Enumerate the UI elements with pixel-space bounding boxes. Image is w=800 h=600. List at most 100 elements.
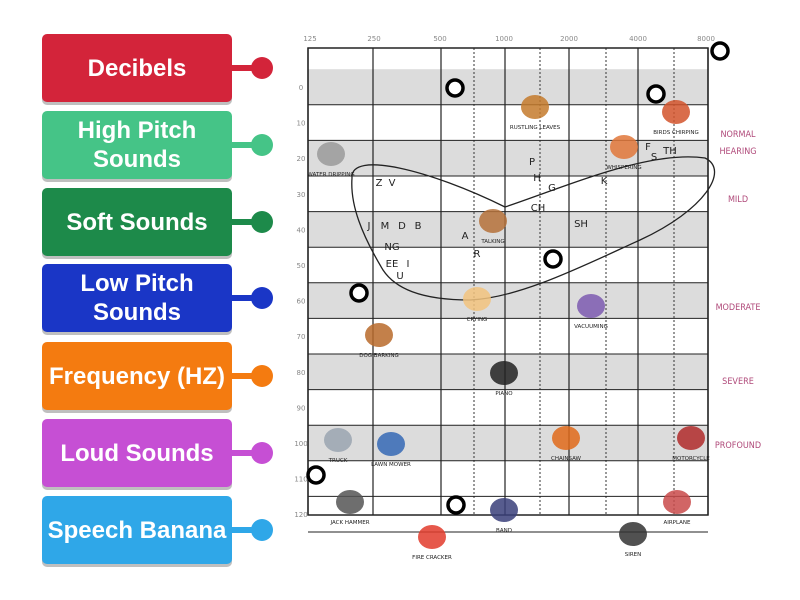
tile-anchor xyxy=(251,287,273,309)
frequency-label: 250 xyxy=(367,35,380,43)
sound-icon xyxy=(577,294,605,318)
sound-label: JACK HAMMER xyxy=(329,520,369,526)
speech-sound: D xyxy=(398,221,406,232)
drop-target[interactable] xyxy=(445,78,465,98)
decibel-label: 110 xyxy=(294,476,307,484)
drop-target[interactable] xyxy=(543,249,563,269)
decibel-label: 20 xyxy=(297,155,306,163)
hearing-level: MILD xyxy=(727,195,749,205)
drop-target[interactable] xyxy=(710,41,730,61)
tile-connector xyxy=(230,373,260,379)
decibel-label: 0 xyxy=(299,84,303,92)
sound-label: CHAINSAW xyxy=(551,456,582,462)
drop-target[interactable] xyxy=(349,283,369,303)
grid-band xyxy=(308,425,708,461)
sound-label: FIRE CRACKER xyxy=(412,555,452,561)
label-tile[interactable]: Decibels xyxy=(42,34,232,102)
decibel-label: 100 xyxy=(294,440,307,448)
sound-icon xyxy=(619,522,647,546)
hearing-level: SEVERE xyxy=(722,377,754,387)
speech-sound: J xyxy=(367,221,371,232)
speech-sound: NG xyxy=(384,242,399,253)
decibel-label: 70 xyxy=(297,333,306,341)
drop-target[interactable] xyxy=(446,495,466,515)
sound-label: AIRPLANE xyxy=(663,520,691,526)
speech-sound: K xyxy=(601,176,608,187)
decibel-label: 50 xyxy=(297,262,306,270)
sound-label: WATER DRIPPING xyxy=(307,172,354,178)
sound-icon xyxy=(663,490,691,514)
sound-label: WHISPERING xyxy=(606,165,641,171)
decibel-label: 90 xyxy=(297,404,306,412)
speech-sound: SH xyxy=(574,219,588,230)
frequency-label: 2000 xyxy=(560,35,578,43)
label-tile[interactable]: Speech Banana xyxy=(42,496,232,564)
sound-icon xyxy=(365,323,393,347)
sound-icon xyxy=(610,135,638,159)
label-tile[interactable]: Loud Sounds xyxy=(42,419,232,487)
speech-sound: U xyxy=(396,271,403,282)
tile-anchor xyxy=(251,519,273,541)
speech-banana xyxy=(351,156,716,301)
speech-sound: V xyxy=(389,178,396,189)
grid-band xyxy=(308,282,708,319)
speech-sound: H xyxy=(533,173,541,184)
tile-anchor xyxy=(251,57,273,79)
sound-icon xyxy=(521,95,549,119)
speech-sound: M xyxy=(381,221,390,232)
sound-icon xyxy=(662,100,690,124)
decibel-label: 80 xyxy=(297,369,306,377)
hearing-level: MODERATE xyxy=(715,303,761,313)
frequency-label: 4000 xyxy=(629,35,647,43)
sound-label: TRUCK xyxy=(328,458,348,464)
speech-sound: Z xyxy=(376,178,383,189)
tile-connector xyxy=(230,65,260,71)
tile-connector xyxy=(230,295,260,301)
sound-icon xyxy=(418,525,446,549)
speech-sound: CH xyxy=(531,203,546,214)
speech-sound: B xyxy=(415,221,422,232)
speech-sound: TH xyxy=(662,146,677,157)
grid-band xyxy=(308,140,708,176)
speech-sound: A xyxy=(462,231,469,242)
grid-band xyxy=(308,211,708,248)
tile-connector xyxy=(230,219,260,225)
drop-target[interactable] xyxy=(646,84,666,104)
sound-icon xyxy=(677,426,705,450)
speech-sound: P xyxy=(529,157,535,168)
drop-target[interactable] xyxy=(306,465,326,485)
label-tile[interactable]: Low Pitch Sounds xyxy=(42,264,232,332)
sound-icon xyxy=(324,428,352,452)
sound-label: CRYING xyxy=(467,317,488,323)
sound-label: RUSTLING LEAVES xyxy=(510,125,561,131)
sound-icon xyxy=(317,142,345,166)
speech-sound: F xyxy=(645,142,651,153)
sound-label: LAWN MOWER xyxy=(371,462,411,468)
sound-label: TALKING xyxy=(480,239,504,245)
sound-label: VACUUMING xyxy=(574,324,608,330)
label-tile[interactable]: Soft Sounds xyxy=(42,188,232,256)
decibel-label: 40 xyxy=(297,226,306,234)
speech-sound: G xyxy=(548,183,556,194)
sound-label: BAND xyxy=(496,528,512,534)
sound-label: BIRDS CHIRPING xyxy=(653,130,698,136)
speech-sound: R xyxy=(474,249,481,260)
decibel-label: 10 xyxy=(297,120,306,128)
sound-label: DOG BARKING xyxy=(359,353,399,359)
grid-band xyxy=(308,69,708,105)
frequency-label: 125 xyxy=(303,35,316,43)
tile-anchor xyxy=(251,211,273,233)
decibel-label: 60 xyxy=(297,298,306,306)
label-tile[interactable]: High Pitch Sounds xyxy=(42,111,232,179)
sound-icon xyxy=(336,490,364,514)
frequency-label: 8000 xyxy=(697,35,715,43)
sound-icon xyxy=(490,361,518,385)
label-tile[interactable]: Frequency (HZ) xyxy=(42,342,232,410)
sound-icon xyxy=(479,209,507,233)
tile-connector xyxy=(230,527,260,533)
decibel-label: 120 xyxy=(294,511,307,519)
speech-sound: I xyxy=(407,259,410,270)
tile-anchor xyxy=(251,134,273,156)
tile-anchor xyxy=(251,442,273,464)
